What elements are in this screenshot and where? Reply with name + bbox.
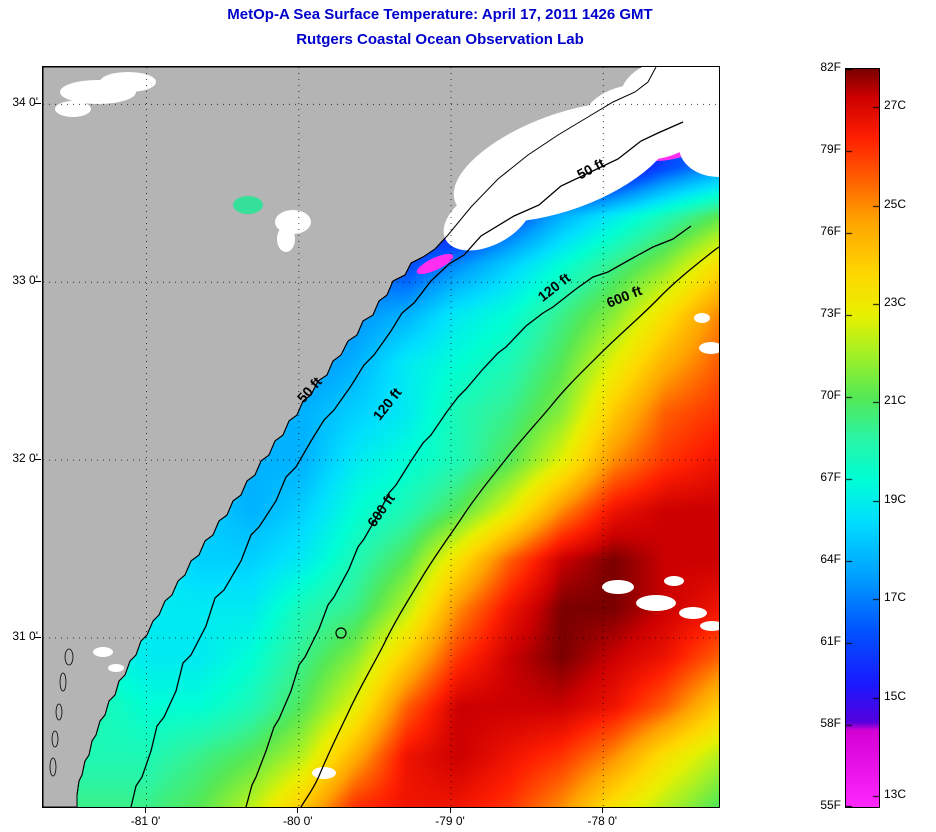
lon-tickmark xyxy=(601,807,603,813)
colorbar xyxy=(845,68,880,808)
map-frame: 50 ft 120 ft 600 ft 50 ft 120 ft 600 ft xyxy=(42,66,720,808)
colorbar-fahrenheit-label: 73F xyxy=(820,306,841,320)
lon-tick-label: -81 0' xyxy=(130,814,161,828)
colorbar-fahrenheit-label: 61F xyxy=(820,634,841,648)
lon-tick-label: -79 0' xyxy=(435,814,465,828)
page-subtitle: Rutgers Coastal Ocean Observation Lab xyxy=(296,31,584,48)
colorbar-fahrenheit-label: 55F xyxy=(820,798,841,812)
lon-tickmark xyxy=(297,807,299,813)
colorbar-fahrenheit-label: 70F xyxy=(820,388,841,402)
colorbar-fahrenheit-label: 67F xyxy=(820,470,841,484)
colorbar-celsius-label: 23C xyxy=(884,295,907,310)
colorbar-celsius-label: 27C xyxy=(884,98,907,113)
colorbar-fahrenheit-label: 79F xyxy=(820,142,841,156)
colorbar-celsius-label: 17C xyxy=(884,590,907,605)
lat-tickmark xyxy=(35,102,41,104)
lat-tick-label: 33 0' xyxy=(12,273,38,288)
lon-tick-label: -80 0' xyxy=(282,814,313,828)
lon-tickmark xyxy=(145,807,147,813)
colorbar-celsius-label: 21C xyxy=(884,393,907,408)
lat-tickmark xyxy=(35,458,41,460)
colorbar-celsius-label: 13C xyxy=(884,787,907,802)
page-title: MetOp-A Sea Surface Temperature: April 1… xyxy=(227,6,653,23)
lat-tick-label: 32 0' xyxy=(12,451,38,466)
colorbar-fahrenheit-label: 64F xyxy=(820,552,841,566)
colorbar-fahrenheit-label: 76F xyxy=(820,224,841,238)
lat-tickmark xyxy=(35,636,41,638)
colorbar-fahrenheit-label: 58F xyxy=(820,716,841,730)
sst-heatmap-canvas xyxy=(43,67,719,807)
colorbar-celsius-label: 19C xyxy=(884,491,907,506)
lon-tickmark xyxy=(449,807,451,813)
lat-tick-label: 34 0' xyxy=(12,95,38,110)
colorbar-fahrenheit-label: 82F xyxy=(820,60,841,74)
lat-tick-label: 31 0' xyxy=(12,629,38,643)
colorbar-celsius-label: 25C xyxy=(884,196,907,211)
lon-tick-label: -78 0' xyxy=(587,814,618,828)
lat-tickmark xyxy=(35,280,41,282)
colorbar-celsius-label: 15C xyxy=(884,688,907,703)
